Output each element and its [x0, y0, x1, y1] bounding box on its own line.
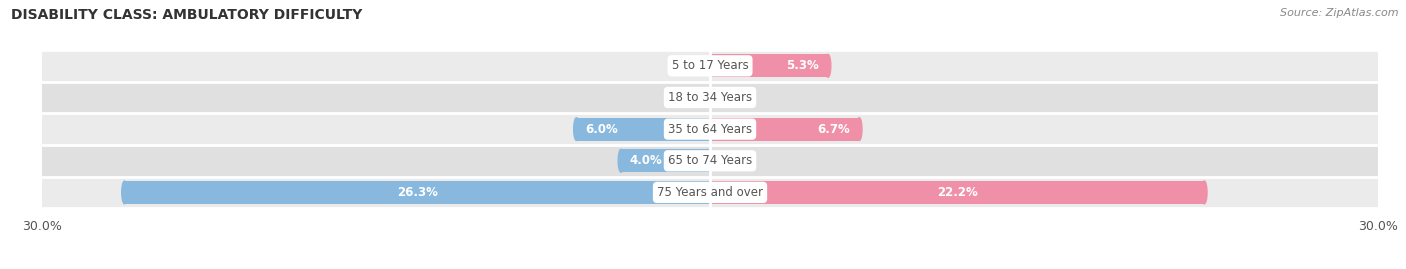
- Bar: [125, 181, 710, 204]
- Text: 75 Years and over: 75 Years and over: [657, 186, 763, 199]
- Bar: [710, 54, 828, 77]
- Text: 26.3%: 26.3%: [396, 186, 437, 199]
- Ellipse shape: [856, 118, 862, 140]
- Text: 65 to 74 Years: 65 to 74 Years: [668, 154, 752, 167]
- Bar: [710, 181, 1204, 204]
- Bar: [710, 118, 859, 140]
- Text: 6.7%: 6.7%: [817, 123, 851, 136]
- Bar: [42, 176, 1378, 208]
- Text: DISABILITY CLASS: AMBULATORY DIFFICULTY: DISABILITY CLASS: AMBULATORY DIFFICULTY: [11, 8, 363, 22]
- Bar: [621, 149, 710, 172]
- Text: 0.0%: 0.0%: [721, 91, 751, 104]
- Bar: [576, 118, 710, 140]
- Ellipse shape: [825, 54, 831, 77]
- Text: Source: ZipAtlas.com: Source: ZipAtlas.com: [1281, 8, 1399, 18]
- Ellipse shape: [574, 118, 579, 140]
- Text: 5 to 17 Years: 5 to 17 Years: [672, 59, 748, 72]
- Bar: [42, 145, 1378, 176]
- Text: 22.2%: 22.2%: [936, 186, 977, 199]
- Text: 0.0%: 0.0%: [721, 154, 751, 167]
- Ellipse shape: [619, 149, 624, 172]
- Bar: [42, 82, 1378, 113]
- Bar: [42, 50, 1378, 82]
- Text: 18 to 34 Years: 18 to 34 Years: [668, 91, 752, 104]
- Text: 35 to 64 Years: 35 to 64 Years: [668, 123, 752, 136]
- Ellipse shape: [122, 181, 128, 204]
- Text: 0.0%: 0.0%: [669, 91, 699, 104]
- Ellipse shape: [1202, 181, 1206, 204]
- Bar: [42, 113, 1378, 145]
- Text: 5.3%: 5.3%: [786, 59, 820, 72]
- Text: 4.0%: 4.0%: [630, 154, 662, 167]
- Text: 0.0%: 0.0%: [669, 59, 699, 72]
- Text: 6.0%: 6.0%: [585, 123, 619, 136]
